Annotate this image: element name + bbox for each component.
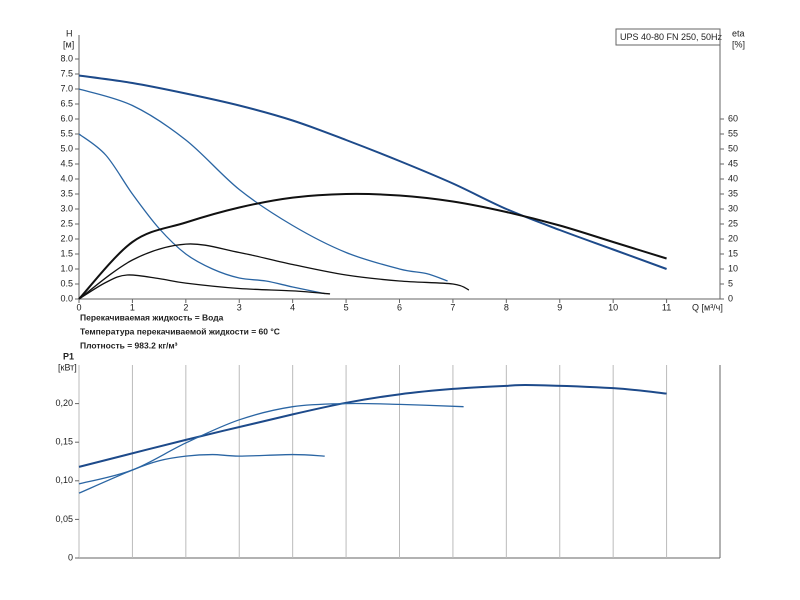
y2-tick-label: 35 — [728, 188, 738, 198]
curve — [78, 88, 448, 282]
y-tick-label: 0,20 — [55, 398, 73, 408]
y-tick-label: 7.5 — [60, 68, 73, 78]
curve — [78, 74, 667, 270]
y2-tick-label: 55 — [728, 128, 738, 138]
y-tick-label: 6.0 — [60, 113, 73, 123]
curve — [78, 274, 331, 300]
y-tick-label: 5.5 — [60, 128, 73, 138]
x-tick-label: 9 — [557, 302, 562, 312]
chart-title: UPS 40-80 FN 250, 50Hz — [620, 32, 723, 42]
y-tick-label: 2.5 — [60, 218, 73, 228]
y2-tick-label: 40 — [728, 173, 738, 183]
y-tick-label: 0,10 — [55, 475, 73, 485]
y-tick-label: 7.0 — [60, 83, 73, 93]
x-tick-label: 5 — [344, 302, 349, 312]
curve — [78, 402, 464, 485]
y-tick-label: 1.0 — [60, 263, 73, 273]
y2-tick-label: 30 — [728, 203, 738, 213]
y2-tick-label: 20 — [728, 233, 738, 243]
x-tick-label: 10 — [608, 302, 618, 312]
x-tick-label: 1 — [130, 302, 135, 312]
y-tick-label: 0,15 — [55, 437, 73, 447]
y2-tick-label: 25 — [728, 218, 738, 228]
y2-tick-label: 60 — [728, 113, 738, 123]
y-tick-label: 5.0 — [60, 143, 73, 153]
y2-tick-label: 10 — [728, 263, 738, 273]
y-tick-label: 3.0 — [60, 203, 73, 213]
y2-tick-label: 50 — [728, 143, 738, 153]
y2-axis-unit: [%] — [732, 39, 745, 49]
curve — [78, 243, 470, 300]
y-axis-label: P1 — [63, 351, 74, 361]
y-tick-label: 0 — [68, 552, 73, 562]
y-tick-label: 2.0 — [60, 233, 73, 243]
note: Плотность = 983.2 кг/м³ — [80, 340, 178, 350]
x-tick-label: 6 — [397, 302, 402, 312]
x-tick-label: 4 — [290, 302, 295, 312]
y-tick-label: 3.5 — [60, 188, 73, 198]
y-tick-label: 8.0 — [60, 53, 73, 63]
x-tick-label: 8 — [504, 302, 509, 312]
y2-tick-label: 0 — [728, 293, 733, 303]
x-tick-label: 0 — [76, 302, 81, 312]
curve — [78, 192, 667, 300]
curve — [78, 453, 325, 494]
curve — [78, 133, 325, 295]
y-axis-label: H — [66, 28, 73, 38]
y-axis-unit: [кВт] — [58, 362, 77, 372]
y2-tick-label: 45 — [728, 158, 738, 168]
y-axis-unit: [м] — [63, 39, 74, 49]
y2-tick-label: 5 — [728, 278, 733, 288]
note: Температура перекачиваемой жидкости = 60… — [80, 326, 280, 336]
note: Перекачиваемая жидкость = Вода — [80, 312, 224, 322]
y2-axis-label: eta — [732, 28, 745, 38]
y-tick-label: 0.0 — [60, 293, 73, 303]
y-tick-label: 4.0 — [60, 173, 73, 183]
x-tick-label: 2 — [183, 302, 188, 312]
x-tick-label: 7 — [450, 302, 455, 312]
y2-tick-label: 15 — [728, 248, 738, 258]
x-axis-label: Q [м³/ч] — [692, 302, 723, 312]
y-tick-label: 1.5 — [60, 248, 73, 258]
x-tick-label: 3 — [237, 302, 242, 312]
y-tick-label: 4.5 — [60, 158, 73, 168]
curve — [78, 383, 667, 468]
x-tick-label: 11 — [662, 302, 671, 312]
y-tick-label: 0.5 — [60, 278, 73, 288]
y-tick-label: 6.5 — [60, 98, 73, 108]
y-tick-label: 0,05 — [55, 514, 73, 524]
